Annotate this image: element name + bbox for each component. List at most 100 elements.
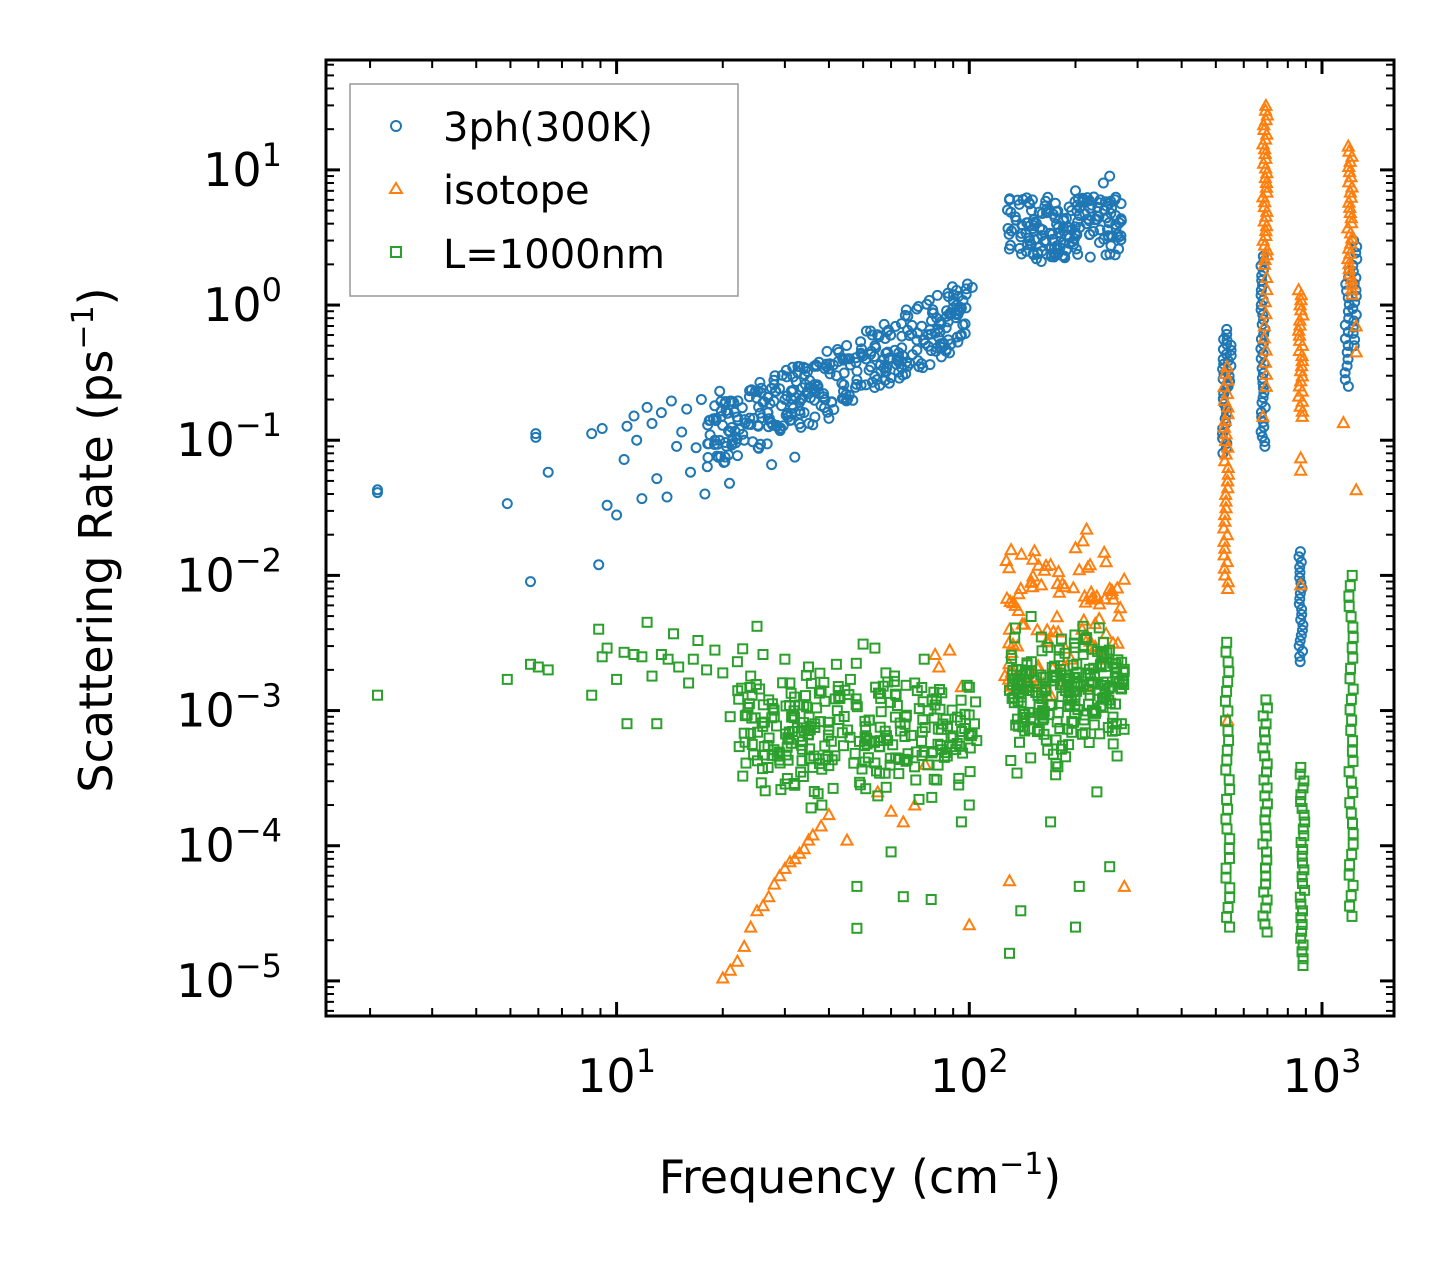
- data-point-isotope: [767, 876, 782, 890]
- data-point-3ph300k: [821, 345, 833, 357]
- data-point-3ph300k: [621, 420, 633, 432]
- data-point-l1000nm: [963, 681, 975, 693]
- data-point-l1000nm: [1097, 701, 1109, 713]
- data-point-isotope: [1341, 138, 1356, 152]
- data-point-3ph300k: [823, 363, 835, 375]
- data-point-3ph300k: [661, 491, 673, 503]
- data-point-isotope: [839, 832, 855, 846]
- data-point-l1000nm: [586, 689, 598, 701]
- data-point-isotope: [1011, 586, 1026, 600]
- data-point-3ph300k: [1027, 248, 1039, 259]
- data-point-isotope: [1258, 97, 1274, 111]
- data-point-l1000nm: [822, 729, 834, 741]
- data-point-3ph300k: [1347, 303, 1359, 315]
- data-point-isotope: [1218, 433, 1233, 447]
- data-point-l1000nm: [736, 682, 748, 694]
- data-point-3ph300k: [785, 414, 797, 426]
- data-point-3ph300k: [838, 367, 850, 379]
- data-point-l1000nm: [782, 754, 794, 766]
- data-point-l1000nm: [1091, 786, 1103, 798]
- data-point-3ph300k: [1081, 192, 1093, 204]
- data-point-l1000nm: [813, 687, 825, 699]
- y-tick-label: 10−1: [176, 406, 282, 467]
- data-point-3ph300k: [762, 407, 774, 419]
- data-point-l1000nm: [1097, 676, 1109, 688]
- data-point-3ph300k: [1257, 416, 1269, 428]
- data-point-3ph300k: [726, 395, 738, 407]
- data-point-isotope: [1080, 559, 1095, 573]
- data-point-isotope: [999, 552, 1014, 566]
- data-point-l1000nm: [1294, 768, 1306, 780]
- data-point-l1000nm: [733, 693, 745, 705]
- data-point-l1000nm: [1079, 634, 1091, 645]
- data-point-isotope: [1031, 557, 1046, 571]
- data-point-3ph300k: [766, 459, 778, 471]
- data-point-3ph300k: [736, 402, 748, 414]
- data-point-3ph300k: [1225, 344, 1237, 356]
- data-point-3ph300k: [1034, 222, 1046, 234]
- data-point-3ph300k: [586, 428, 598, 440]
- data-point-3ph300k: [724, 477, 735, 489]
- data-point-l1000nm: [1347, 755, 1359, 767]
- data-point-3ph300k: [1296, 624, 1308, 636]
- data-point-l1000nm: [1297, 960, 1309, 971]
- data-point-3ph300k: [1049, 197, 1061, 209]
- data-point-l1000nm: [774, 748, 786, 760]
- data-point-isotope: [1113, 600, 1128, 614]
- data-point-l1000nm: [926, 791, 938, 803]
- data-point-l1000nm: [372, 689, 383, 701]
- data-point-3ph300k: [715, 451, 727, 462]
- data-point-l1000nm: [874, 721, 886, 733]
- data-point-3ph300k: [1048, 242, 1060, 254]
- data-point-l1000nm: [779, 653, 791, 665]
- data-point-l1000nm: [819, 740, 831, 752]
- data-point-l1000nm: [766, 698, 778, 710]
- data-point-l1000nm: [1347, 838, 1359, 850]
- data-point-3ph300k: [747, 436, 759, 448]
- data-point-3ph300k: [804, 392, 816, 404]
- data-point-isotope: [1217, 567, 1233, 581]
- data-point-3ph300k: [937, 338, 949, 350]
- legend-marker-l1000nm: [390, 246, 402, 258]
- data-point-3ph300k: [955, 329, 967, 341]
- data-point-l1000nm: [1299, 884, 1311, 896]
- data-point-l1000nm: [1296, 919, 1308, 930]
- data-point-l1000nm: [1022, 681, 1034, 693]
- data-point-l1000nm: [1010, 622, 1021, 634]
- data-point-3ph300k: [811, 360, 823, 372]
- data-point-l1000nm: [593, 623, 605, 635]
- data-point-isotope: [1217, 513, 1233, 527]
- data-point-isotope: [942, 642, 957, 656]
- data-point-3ph300k: [710, 412, 722, 424]
- data-point-3ph300k: [651, 473, 663, 485]
- data-point-l1000nm: [830, 658, 842, 670]
- data-point-l1000nm: [880, 732, 892, 744]
- data-point-3ph300k: [850, 357, 862, 368]
- data-point-3ph300k: [856, 348, 868, 360]
- data-point-l1000nm: [1004, 947, 1015, 959]
- plot-frame: [324, 58, 1396, 1018]
- data-point-3ph300k: [701, 461, 713, 473]
- data-point-l1000nm: [951, 738, 963, 749]
- data-point-l1000nm: [918, 653, 930, 665]
- data-point-l1000nm: [1344, 580, 1356, 592]
- data-point-l1000nm: [800, 669, 812, 681]
- data-point-l1000nm: [745, 727, 757, 739]
- data-point-3ph300k: [1042, 191, 1054, 203]
- data-point-l1000nm: [1005, 649, 1017, 661]
- data-point-l1000nm: [1104, 861, 1116, 873]
- data-point-3ph300k: [1005, 206, 1017, 218]
- data-point-3ph300k: [776, 369, 788, 381]
- data-point-l1000nm: [748, 749, 760, 761]
- data-point-l1000nm: [1343, 590, 1355, 602]
- data-point-3ph300k: [525, 576, 536, 588]
- data-point-l1000nm: [1346, 569, 1358, 581]
- data-point-isotope: [1258, 294, 1273, 308]
- data-point-3ph300k: [1221, 334, 1233, 346]
- data-point-l1000nm: [1015, 691, 1027, 703]
- data-point-isotope: [1003, 542, 1019, 556]
- data-point-3ph300k: [1004, 193, 1016, 205]
- data-point-3ph300k: [720, 405, 732, 417]
- data-point-l1000nm: [827, 782, 839, 794]
- data-point-l1000nm: [1050, 758, 1062, 770]
